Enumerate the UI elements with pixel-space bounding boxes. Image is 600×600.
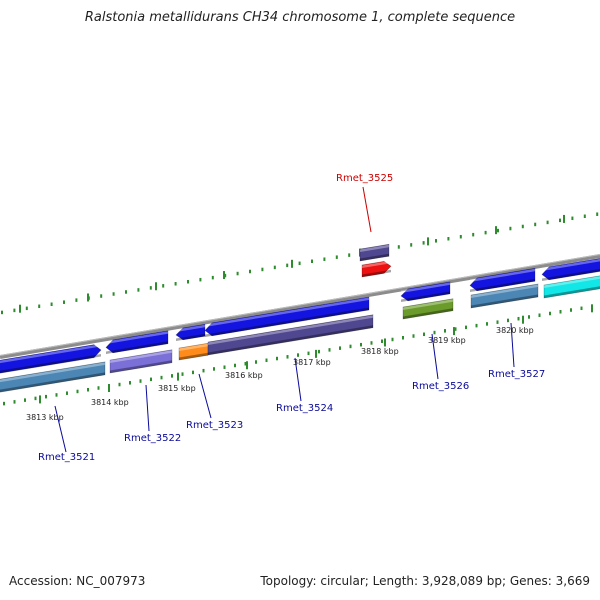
gene-outer-6-shade — [470, 278, 535, 292]
gene-inner-5[interactable] — [402, 298, 454, 320]
gene-leader-line — [198, 373, 212, 419]
gene-top-slate-gloss — [360, 244, 389, 252]
gene-outer-7[interactable] — [541, 258, 600, 281]
gene-outer-3[interactable] — [175, 323, 206, 341]
gene-inner-7-shade — [544, 286, 600, 298]
gene-outer-5-gloss — [401, 282, 450, 293]
kbp-label: 3818 kbp — [361, 347, 399, 356]
gene-top-slate-shade — [360, 253, 389, 261]
kbp-label: 3820 kbp — [496, 326, 534, 335]
gene-leader-line — [510, 322, 515, 368]
gene-label-rmet_3524[interactable]: Rmet_3524 — [276, 403, 333, 414]
chromosome-backbone-highlight — [0, 254, 600, 356]
gene-label-rmet_3523[interactable]: Rmet_3523 — [186, 420, 243, 431]
gene-outer-1-shade — [0, 354, 101, 374]
gene-top-red[interactable] — [361, 261, 392, 278]
gene-inner-4-shade — [208, 325, 373, 355]
gene-leader-line — [362, 186, 372, 233]
kbp-label: 3815 kbp — [158, 384, 196, 393]
gene-top-slate[interactable] — [359, 243, 390, 262]
gene-outer-2-shade — [106, 341, 168, 354]
gene-inner-7-gloss — [544, 276, 600, 288]
gene-inner-2-gloss — [110, 350, 172, 363]
gene-inner-1[interactable] — [0, 361, 106, 393]
gene-outer-7-gloss — [542, 258, 600, 271]
gene-outer-6-gloss — [470, 268, 535, 282]
gene-leader-line — [145, 384, 150, 432]
gene-inner-3-shade — [179, 352, 208, 360]
gene-label-rmet_3522[interactable]: Rmet_3522 — [124, 433, 181, 444]
gene-inner-3-gloss — [179, 343, 208, 351]
gene-outer-1[interactable] — [0, 344, 102, 374]
gene-inner-1-shade — [0, 372, 105, 393]
gene-inner-2[interactable] — [109, 349, 173, 374]
gene-outer-5[interactable] — [400, 281, 451, 302]
gene-top-red-shade — [362, 269, 391, 277]
gene-inner-5-shade — [403, 308, 453, 319]
gene-leader-line — [54, 405, 67, 453]
gene-top-red-gloss — [362, 260, 391, 268]
gene-outer-7-shade — [542, 268, 600, 281]
gene-leader-line — [431, 333, 439, 380]
kbp-label: 3817 kbp — [293, 358, 331, 367]
gene-leader-line — [294, 357, 302, 402]
gene-outer-4-shade — [205, 307, 369, 337]
gene-inner-3[interactable] — [178, 342, 209, 361]
kbp-label: 3813 kbp — [26, 413, 64, 422]
gene-outer-4-gloss — [205, 297, 369, 327]
gene-outer-3-shade — [176, 333, 205, 341]
gene-inner-6[interactable] — [470, 283, 539, 309]
topology-text: Topology: circular; Length: 3,928,089 bp… — [260, 574, 590, 588]
gene-inner-4[interactable] — [207, 314, 374, 356]
gene-inner-4-gloss — [208, 315, 373, 345]
kbp-label: 3814 kbp — [91, 398, 129, 407]
accession-text: Accession: NC_007973 — [9, 574, 146, 588]
gene-inner-2-shade — [110, 360, 172, 373]
gene-label-rmet_3525[interactable]: Rmet_3525 — [336, 173, 393, 184]
gene-outer-5-shade — [401, 291, 450, 302]
gene-outer-1-gloss — [0, 344, 101, 364]
gene-inner-6-shade — [471, 294, 538, 308]
chromosome-backbone — [0, 254, 600, 359]
gene-outer-6[interactable] — [469, 267, 536, 292]
gene-inner-7[interactable] — [543, 274, 600, 299]
gene-inner-1-gloss — [0, 362, 105, 383]
gene-outer-2[interactable] — [105, 330, 169, 354]
gene-outer-4[interactable] — [204, 296, 370, 337]
gene-label-rmet_3526[interactable]: Rmet_3526 — [412, 381, 469, 392]
kbp-label: 3819 kbp — [428, 336, 466, 345]
map-title: Ralstonia metallidurans CH34 chromosome … — [84, 10, 516, 25]
gene-outer-3-gloss — [176, 324, 205, 332]
kbp-label: 3816 kbp — [225, 371, 263, 380]
gene-label-rmet_3521[interactable]: Rmet_3521 — [38, 452, 95, 463]
gene-label-rmet_3527[interactable]: Rmet_3527 — [488, 369, 545, 380]
gene-inner-5-gloss — [403, 299, 453, 310]
gene-inner-6-gloss — [471, 284, 538, 298]
gene-outer-2-gloss — [106, 331, 168, 344]
